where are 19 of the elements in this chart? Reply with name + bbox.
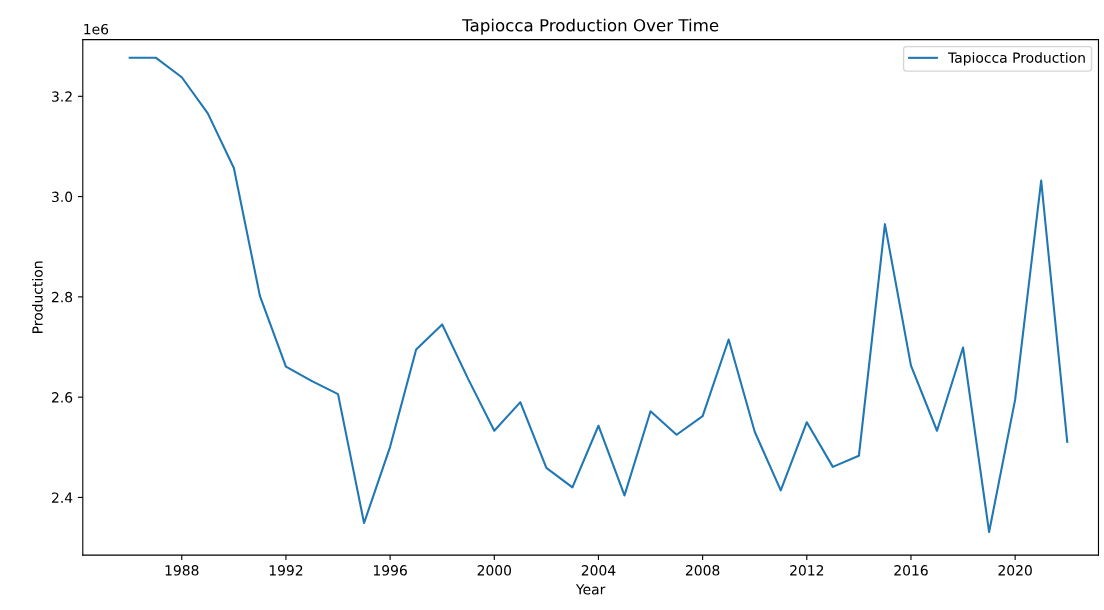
y-tick-label: 3.2 bbox=[52, 91, 72, 102]
chart-title: Tapiocca Production Over Time bbox=[462, 18, 719, 35]
x-tick-label: 2020 bbox=[998, 565, 1032, 576]
x-tick-label: 2004 bbox=[581, 565, 616, 576]
y-axis-title: Production bbox=[31, 261, 43, 333]
x-tick-label: 1988 bbox=[165, 565, 199, 576]
x-tick-label: 1992 bbox=[269, 565, 303, 576]
x-tick-label: 2016 bbox=[894, 565, 928, 576]
y-tick-label: 2.4 bbox=[52, 492, 73, 503]
y-tick-label: 2.8 bbox=[52, 291, 73, 303]
text: 1e6 bbox=[84, 23, 109, 35]
y-tick-label: 3.0 bbox=[52, 191, 73, 203]
x-tick-label: 2012 bbox=[790, 565, 824, 576]
x-tick-label: 2000 bbox=[477, 565, 512, 576]
legend-label: Tapiocca Production bbox=[947, 52, 1085, 66]
y-tick-label: 2.6 bbox=[52, 392, 73, 403]
x-tick-label: 1996 bbox=[373, 565, 407, 576]
x-tick-label: 2008 bbox=[685, 565, 720, 576]
x-axis-title: Year bbox=[575, 584, 606, 595]
